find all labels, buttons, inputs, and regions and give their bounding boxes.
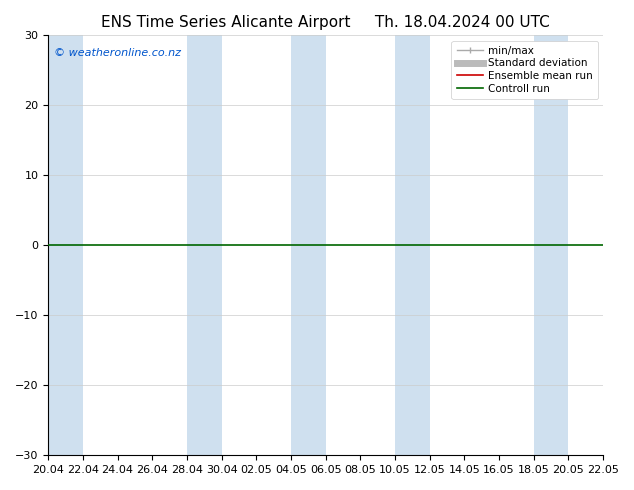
Bar (48, 35, 83, 455)
Text: © weatheronline.co.nz: © weatheronline.co.nz (54, 48, 181, 58)
Legend: min/max, Standard deviation, Ensemble mean run, Controll run: min/max, Standard deviation, Ensemble me… (451, 41, 598, 99)
Bar (534, 35, 569, 455)
Bar (395, 35, 430, 455)
Title: ENS Time Series Alicante Airport     Th. 18.04.2024 00 UTC: ENS Time Series Alicante Airport Th. 18.… (101, 15, 550, 30)
Bar (291, 35, 326, 455)
Bar (187, 35, 222, 455)
